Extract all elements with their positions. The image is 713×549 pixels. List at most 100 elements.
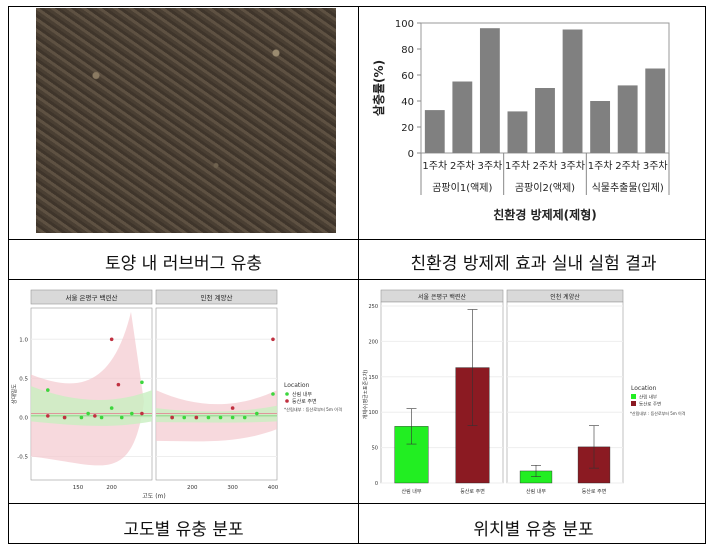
x-tick-label: 3주차 <box>643 160 668 172</box>
bar <box>479 28 500 154</box>
panel-strip <box>155 289 278 305</box>
y-tick-label: 0.5 <box>19 376 28 382</box>
soil-photo-cell <box>9 7 358 239</box>
legend-title: Location <box>284 382 310 389</box>
y-tick-label: 1.0 <box>19 337 28 343</box>
y-tick-label: 80 <box>401 45 414 56</box>
group-label: 식물추출물(입제) <box>592 181 664 194</box>
panel-strip <box>30 289 153 305</box>
data-point <box>255 411 259 416</box>
data-point <box>218 415 223 420</box>
data-point <box>230 415 235 420</box>
bar <box>424 110 445 153</box>
row-divider-3 <box>9 503 705 504</box>
panel-title: 인천 계양산 <box>550 293 580 301</box>
x-axis-title: 고도 (m) <box>142 493 165 500</box>
y-tick-label: 60 <box>401 71 414 82</box>
x-tick-label: 400 <box>268 485 279 491</box>
bar <box>590 101 611 153</box>
caption-soil-larvae: 토양 내 러브버그 유충 <box>105 254 262 274</box>
data-point <box>109 406 114 410</box>
y-tick-label: 250 <box>368 304 378 310</box>
legend-inside-swatch <box>631 394 636 399</box>
x-tick-label: 등산로 주변 <box>582 488 607 495</box>
caption-location: 위치별 유충 분포 <box>473 520 594 540</box>
bar <box>507 111 528 153</box>
legend-inside-label: 산림 내부 <box>639 394 657 401</box>
panel-title: 서울 은평구 백련산 <box>66 293 118 302</box>
data-point <box>130 411 134 416</box>
data-point <box>99 415 104 420</box>
y-tick-label: 20 <box>401 123 414 134</box>
data-point <box>242 415 247 420</box>
y-axis-title: 상대밀도 <box>10 384 18 404</box>
data-point <box>46 414 50 418</box>
data-point <box>230 406 235 410</box>
x-tick-label: 3주차 <box>478 160 503 172</box>
data-point <box>79 415 84 420</box>
data-point <box>109 337 114 342</box>
row-divider-1 <box>9 239 705 240</box>
data-point <box>46 388 50 392</box>
bar <box>562 29 583 153</box>
inside-confidence-band <box>156 405 277 423</box>
legend-inside-swatch <box>285 392 289 396</box>
data-point <box>206 415 211 420</box>
x-tick-label: 2주차 <box>615 160 640 172</box>
data-point <box>119 415 124 420</box>
data-point <box>182 415 187 420</box>
legend-trail-label: 등산로 주변 <box>639 401 661 408</box>
data-point <box>62 415 67 420</box>
data-point <box>86 411 90 416</box>
legend-trail-swatch <box>285 399 289 403</box>
data-point <box>140 411 144 416</box>
y-tick-label: 0 <box>408 149 414 160</box>
caption-altitude: 고도별 유충 분포 <box>123 520 244 540</box>
legend-title: Location <box>631 385 657 392</box>
group-label: 곰팡이1(액제) <box>432 182 492 194</box>
y-tick-label: 50 <box>372 446 378 452</box>
figure-grid: 토양 내 러브버그 유충 0 20 40 60 80 100 1주차 2주차 3주차 1주차 2주차… <box>8 6 706 544</box>
y-axis-title: 개체수(평균±표준오차) <box>362 370 369 420</box>
data-point <box>271 392 275 396</box>
x-tick-label: 150 <box>73 485 84 491</box>
soil-larvae-photo <box>36 8 336 233</box>
bar <box>645 68 666 153</box>
x-tick-label: 200 <box>187 485 198 491</box>
data-point <box>194 415 199 420</box>
y-tick-label: 150 <box>368 375 378 381</box>
panel-title: 인천 계양산 <box>201 293 233 302</box>
column-divider <box>358 7 359 543</box>
data-point <box>116 382 121 387</box>
panel-area <box>155 307 278 481</box>
panel-title: 서울 은평구 백련산 <box>418 293 466 301</box>
x-tick-label: 3주차 <box>560 160 585 172</box>
data-point <box>170 415 174 420</box>
bar <box>535 88 555 153</box>
efficacy-chart-cell: 0 20 40 60 80 100 1주차 2주차 3주차 1주차 2주차 3주차 1주차 2주차 3주차 곰… <box>359 7 707 239</box>
location-chart-cell: 서울 은평구 백련산 산림 내부 등산로 주변 인천 계양산 산림 내부 등산로 주변 0 5… <box>359 280 707 503</box>
bar <box>617 85 638 153</box>
y-tick-label: 0.0 <box>19 415 28 421</box>
x-tick-label: 등산로 주변 <box>460 488 485 495</box>
legend-trail-label: 등산로 주변 <box>292 398 317 405</box>
x-tick-label: 2주차 <box>450 160 475 172</box>
row-divider-2 <box>9 279 705 280</box>
legend-note: *산림내부 : 등산로부터 5m 이격 <box>284 406 342 413</box>
trail-confidence-band <box>31 311 144 466</box>
legend-inside-label: 산림 내부 <box>292 391 312 398</box>
legend-note: *산림내부 : 등산로부터 5m 이격 <box>630 410 686 416</box>
x-tick-label: 300 <box>227 485 238 491</box>
altitude-chart-cell: 서울 은평구 백련산 150 200 인천 계양산 200 300 400 -0.5 0.0 0.… <box>9 280 358 503</box>
y-tick-label: 40 <box>401 97 414 108</box>
y-tick-label: 100 <box>395 19 414 30</box>
legend-trail-swatch <box>631 401 636 406</box>
data-point <box>93 414 97 418</box>
y-tick-label: 0 <box>375 481 378 487</box>
caption-efficacy: 친환경 방제제 효과 실내 실험 결과 <box>410 254 657 274</box>
data-point <box>140 380 144 385</box>
x-tick-label: 산림 내부 <box>402 488 422 495</box>
y-tick-label: 200 <box>368 339 378 345</box>
